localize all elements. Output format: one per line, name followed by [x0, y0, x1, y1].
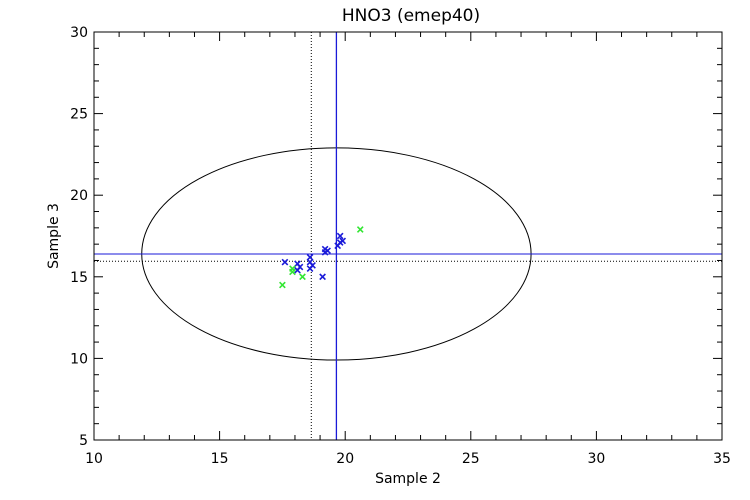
data-point-stroke: [281, 258, 289, 266]
data-point: [321, 245, 329, 253]
x-tick-label: 20: [336, 451, 354, 467]
chart-title: HNO3 (emep40): [342, 6, 480, 26]
data-point: [279, 281, 286, 289]
data-point: [339, 237, 347, 245]
data-point: [336, 232, 344, 240]
y-axis: 5 10 15 20 25 30: [70, 25, 722, 449]
data-point-stroke: [319, 273, 326, 281]
data-point: [319, 273, 326, 281]
data-point: [356, 226, 364, 233]
data-point-stroke: [279, 281, 286, 289]
plot-frame: [93, 31, 723, 441]
data-point: [306, 265, 314, 273]
y-tick-label: 5: [79, 433, 88, 449]
data-point-stroke: [356, 226, 364, 233]
data-point-stroke: [299, 273, 306, 281]
data-point-stroke: [306, 258, 314, 266]
data-point-stroke: [294, 260, 301, 268]
x-tick-label: 15: [211, 451, 229, 467]
plot-elements: [94, 32, 722, 440]
x-tick-label: 25: [462, 451, 480, 467]
data-point: [281, 258, 289, 266]
data-point: [289, 265, 296, 273]
y-tick-label: 30: [70, 25, 88, 41]
data-point: [306, 253, 314, 261]
y-tick-label: 10: [70, 351, 88, 367]
data-point-stroke: [294, 266, 301, 274]
x-tick-label: 35: [713, 451, 731, 467]
data-point-stroke: [289, 265, 296, 273]
y-axis-title: Sample 3: [46, 203, 62, 269]
data-point-stroke: [321, 245, 329, 253]
x-axis: 10 15 20 25 30 35: [85, 32, 731, 467]
x-axis-title: Sample 2: [375, 471, 441, 487]
data-point-stroke: [306, 265, 314, 273]
y-tick-label: 20: [70, 188, 88, 204]
y-tick-label: 25: [70, 107, 88, 123]
x-tick-label: 10: [85, 451, 103, 467]
x-tick-label: 30: [587, 451, 605, 467]
y-tick-label: 15: [70, 270, 88, 286]
data-point-stroke: [336, 232, 344, 240]
data-point-stroke: [339, 237, 347, 245]
data-point-stroke: [306, 253, 314, 261]
data-point: [294, 266, 301, 274]
data-point: [299, 273, 306, 281]
